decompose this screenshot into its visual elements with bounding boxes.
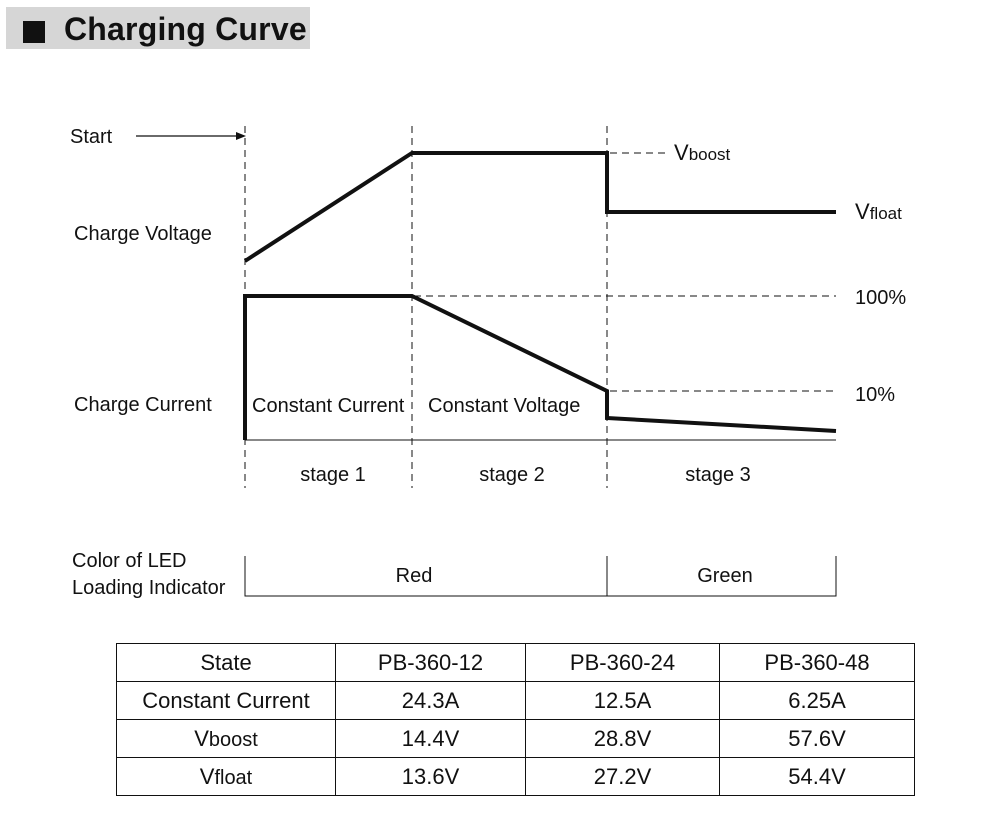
table-state-cell: Vboost: [116, 719, 336, 758]
table-row: Vfloat 13.6V 27.2V 54.4V: [116, 757, 915, 796]
stage-2-label: stage 2: [479, 464, 545, 486]
led-label-line1: Color of LED: [72, 550, 187, 572]
constant-current-label: Constant Current: [252, 395, 405, 417]
table-row: Vboost 14.4V 28.8V 57.6V: [116, 719, 915, 758]
table-header-cell: PB-360-24: [525, 643, 720, 682]
table-header-cell: PB-360-12: [335, 643, 526, 682]
table-cell: 14.4V: [335, 719, 526, 758]
stage-1-label: stage 1: [300, 464, 366, 486]
charging-curve-diagram: Start Charge Voltage Charge Current Vboo…: [70, 126, 906, 599]
table-cell: 28.8V: [525, 719, 720, 758]
start-label: Start: [70, 126, 113, 148]
table-cell: 27.2V: [525, 757, 720, 796]
table-state-cell: Constant Current: [116, 681, 336, 720]
table-cell: 24.3A: [335, 681, 526, 720]
table-cell: 54.4V: [719, 757, 915, 796]
pct-10-label: 10%: [855, 384, 895, 406]
charge-current-curve: [243, 294, 837, 440]
charge-current-label: Charge Current: [74, 394, 212, 416]
stage-3-label: stage 3: [685, 464, 751, 486]
state-table: State PB-360-12 PB-360-24 PB-360-48 Cons…: [116, 643, 915, 796]
constant-voltage-label: Constant Voltage: [428, 395, 580, 417]
led-green-label: Green: [697, 565, 753, 587]
table-header-cell: State: [116, 643, 336, 682]
charge-voltage-curve: [243, 151, 836, 263]
table-cell: 12.5A: [525, 681, 720, 720]
table-header-row: State PB-360-12 PB-360-24 PB-360-48: [116, 643, 915, 682]
page-title: Charging Curve: [64, 11, 307, 47]
table-cell: 57.6V: [719, 719, 915, 758]
start-arrow-head: [236, 132, 246, 140]
table-header-cell: PB-360-48: [719, 643, 915, 682]
pct-100-label: 100%: [855, 287, 906, 309]
led-indicator-bracket: [244, 556, 837, 597]
led-label-line2: Loading Indicator: [72, 577, 226, 599]
vfloat-label: Vfloat: [855, 199, 902, 224]
title-square-icon: [23, 21, 45, 43]
charge-voltage-label: Charge Voltage: [74, 223, 212, 245]
led-red-label: Red: [396, 565, 433, 587]
table-state-cell: Vfloat: [116, 757, 336, 796]
table-row: Constant Current 24.3A 12.5A 6.25A: [116, 681, 915, 720]
vboost-label: Vboost: [674, 140, 731, 165]
table-cell: 13.6V: [335, 757, 526, 796]
table-cell: 6.25A: [719, 681, 915, 720]
title-bar: Charging Curve: [6, 7, 310, 49]
